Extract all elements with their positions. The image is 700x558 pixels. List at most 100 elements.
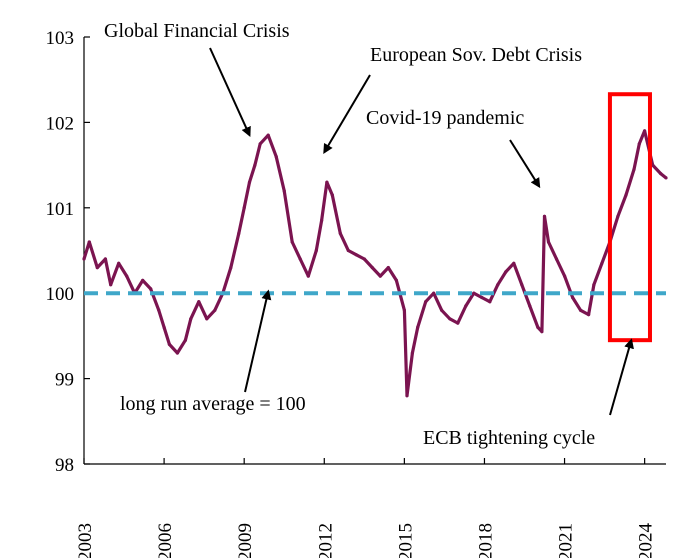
series-point bbox=[488, 300, 492, 304]
annotation-layer: Global Financial Crisis European Sov. De… bbox=[104, 20, 634, 449]
x-tick-label: 2006 bbox=[155, 523, 176, 558]
series-point bbox=[362, 257, 366, 261]
series-point bbox=[386, 266, 390, 270]
series-point bbox=[314, 248, 318, 253]
series-point bbox=[480, 295, 484, 300]
x-tick-label: 2018 bbox=[475, 523, 496, 558]
series-point bbox=[197, 300, 201, 304]
series-point bbox=[253, 163, 257, 167]
series-point bbox=[266, 133, 270, 137]
series-point bbox=[117, 261, 121, 265]
x-tick-label: 2015 bbox=[395, 523, 416, 558]
annotation-label-debt-crisis: European Sov. Debt Crisis bbox=[370, 44, 582, 66]
series-point bbox=[162, 325, 166, 329]
series-point bbox=[354, 253, 358, 257]
series-point bbox=[472, 291, 476, 295]
annotation-label-long-run-average: long run average = 100 bbox=[120, 393, 306, 415]
x-tick-label: 2009 bbox=[235, 523, 256, 558]
series-point bbox=[298, 257, 302, 261]
series-point bbox=[247, 180, 252, 184]
arrow-gfc bbox=[209, 47, 251, 138]
series-point bbox=[504, 270, 508, 274]
series-point bbox=[571, 295, 575, 300]
series-point bbox=[405, 394, 409, 398]
x-tick-label: 2024 bbox=[636, 523, 657, 558]
series-index-line bbox=[82, 129, 668, 398]
series-point bbox=[306, 274, 310, 278]
series-point bbox=[370, 266, 374, 270]
y-tick-label: 103 bbox=[46, 28, 75, 49]
series-layer bbox=[82, 129, 668, 398]
series-point bbox=[600, 261, 604, 265]
series-point bbox=[330, 193, 334, 197]
series-point bbox=[402, 308, 406, 312]
series-point bbox=[205, 317, 209, 321]
series-point bbox=[448, 317, 452, 321]
series-point bbox=[579, 308, 583, 312]
series-point bbox=[346, 248, 350, 253]
series-point bbox=[141, 278, 145, 282]
series-point bbox=[274, 155, 278, 159]
x-tick-label: 2003 bbox=[75, 523, 96, 558]
series-point bbox=[242, 206, 246, 210]
series-point bbox=[546, 240, 551, 244]
series-point bbox=[87, 240, 91, 244]
y-tick-label: 102 bbox=[46, 113, 75, 134]
series-point bbox=[528, 304, 532, 308]
series-point bbox=[175, 351, 179, 355]
series-point bbox=[643, 129, 647, 133]
series-point bbox=[325, 180, 329, 184]
series-point bbox=[496, 283, 500, 287]
series-point bbox=[659, 172, 663, 176]
series-point bbox=[229, 266, 233, 270]
arrow-covid bbox=[509, 139, 541, 189]
series-point bbox=[416, 325, 420, 329]
series-point bbox=[432, 291, 436, 295]
series-point bbox=[563, 274, 567, 278]
series-point bbox=[378, 274, 382, 278]
series-point bbox=[616, 214, 620, 218]
annotation-label-ecb-tightening: ECB tightening cycle bbox=[423, 427, 595, 449]
series-point bbox=[520, 283, 524, 287]
series-point bbox=[290, 240, 294, 244]
series-point bbox=[338, 231, 342, 235]
series-point bbox=[440, 308, 444, 312]
series-point bbox=[464, 304, 468, 308]
series-point bbox=[149, 287, 153, 291]
series-point bbox=[103, 257, 107, 261]
series-point bbox=[394, 278, 398, 282]
series-point bbox=[456, 321, 460, 325]
series-point bbox=[320, 219, 324, 223]
arrow-debt-crisis bbox=[323, 74, 371, 155]
series-point bbox=[542, 214, 547, 218]
series-point bbox=[536, 325, 540, 329]
series-point bbox=[125, 274, 129, 278]
series-point bbox=[637, 142, 641, 146]
series-point bbox=[157, 308, 161, 312]
series-point bbox=[258, 142, 262, 146]
y-tick-label: 100 bbox=[46, 284, 75, 305]
series-point bbox=[189, 317, 193, 321]
series-point bbox=[587, 313, 591, 317]
annotation-label-gfc: Global Financial Crisis bbox=[104, 20, 290, 42]
series-point bbox=[410, 351, 414, 355]
y-tick-label: 98 bbox=[55, 455, 74, 476]
series-point bbox=[512, 261, 516, 265]
series-point bbox=[632, 167, 636, 171]
series-point bbox=[540, 330, 544, 334]
series-point bbox=[424, 300, 428, 304]
series-point bbox=[554, 257, 559, 261]
arrow-long-run-average bbox=[244, 289, 272, 393]
x-tick-label: 2012 bbox=[315, 523, 336, 558]
series-point bbox=[183, 338, 187, 342]
series-point bbox=[282, 189, 286, 193]
series-point bbox=[167, 342, 171, 346]
annotation-label-covid: Covid-19 pandemic bbox=[366, 107, 524, 129]
series-point bbox=[624, 193, 628, 197]
series-point bbox=[237, 231, 241, 235]
x-tick-label: 2021 bbox=[556, 523, 577, 558]
arrow-ecb-tightening bbox=[609, 338, 634, 416]
series-point bbox=[95, 266, 99, 270]
series-point bbox=[82, 257, 86, 261]
